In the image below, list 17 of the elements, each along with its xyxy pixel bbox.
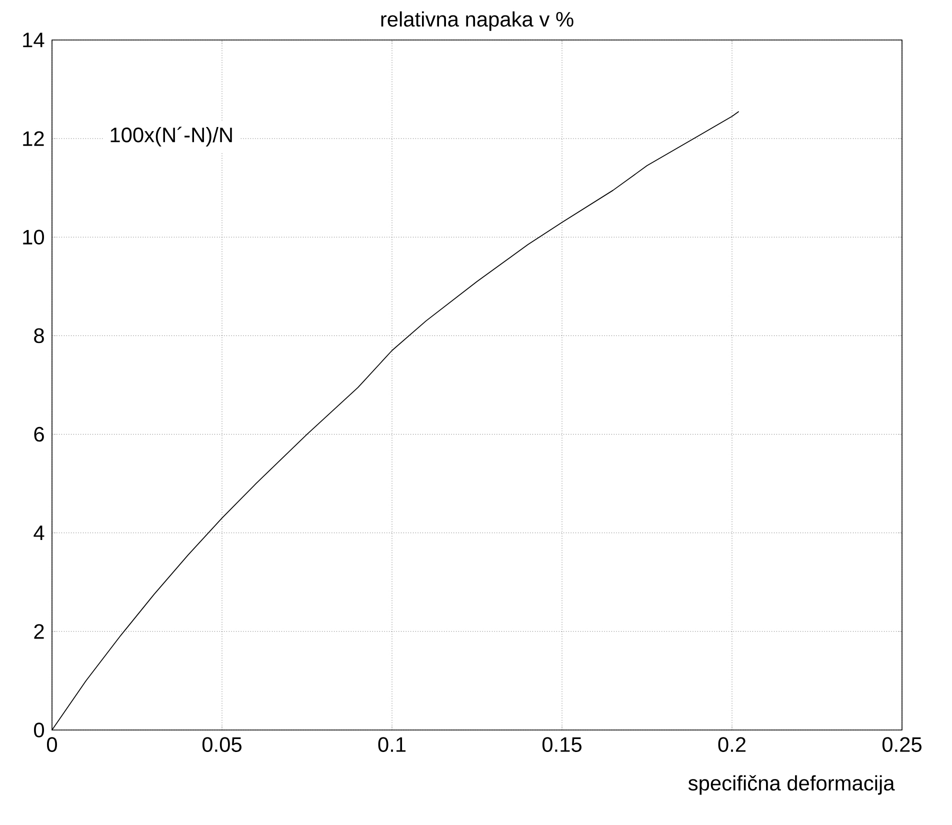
y-tick-label: 0 <box>34 722 44 738</box>
x-tick-label: 0.2 <box>718 737 746 752</box>
annotation: 100x(N´-N)/N <box>110 126 232 146</box>
y-tick-label: 12 <box>23 131 44 146</box>
chart-title: relativna napaka v % <box>381 11 574 31</box>
y-tick-label: 8 <box>34 328 44 344</box>
x-tick-label: 0.15 <box>542 737 582 752</box>
y-tick-label: 6 <box>34 426 44 442</box>
x-tick-label: 0.25 <box>882 737 922 752</box>
x-tick-label: 0 <box>46 737 57 752</box>
x-tick-label: 0.05 <box>202 737 242 752</box>
y-tick-label: 14 <box>23 32 44 48</box>
x-axis-title: specifična deformacija <box>688 775 895 795</box>
x-tick-label: 0.1 <box>378 737 406 752</box>
y-tick-label: 10 <box>23 230 44 245</box>
y-tick-label: 4 <box>34 526 44 540</box>
y-tick-label: 2 <box>34 624 44 639</box>
